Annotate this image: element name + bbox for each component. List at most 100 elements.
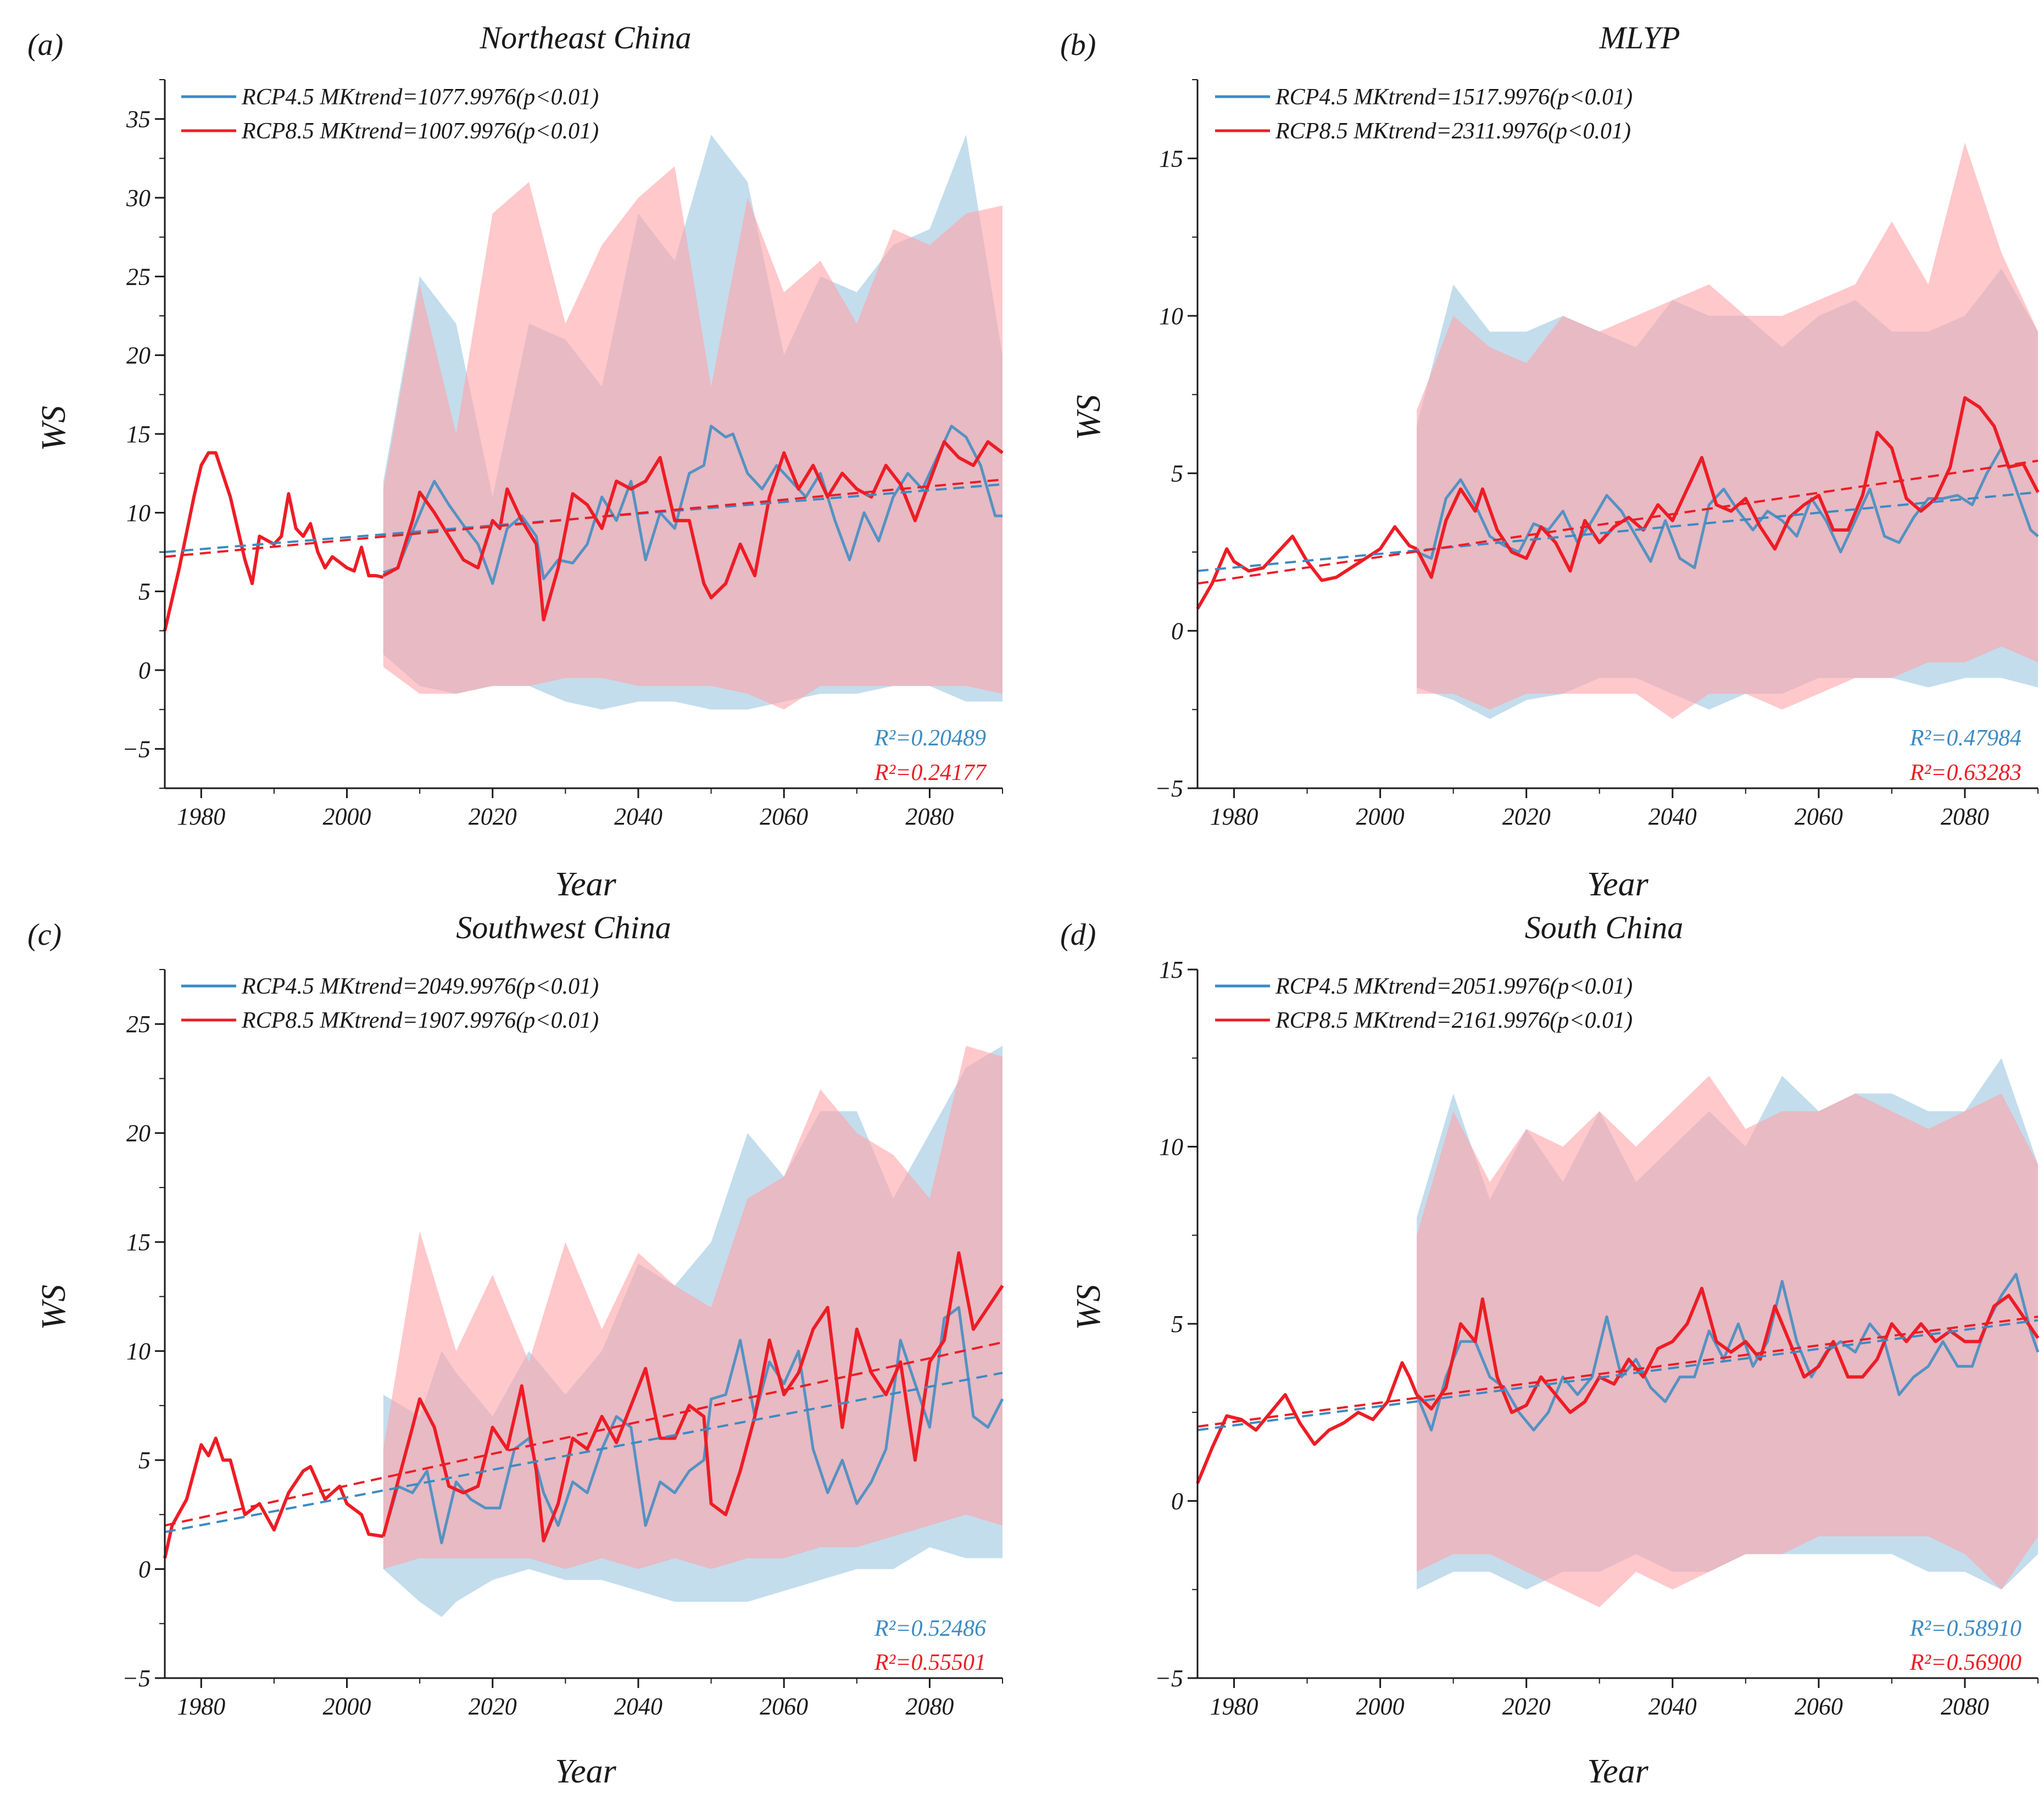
panel-b-ytick-label: −5 xyxy=(1155,775,1183,802)
panel-b-r2-rcp45: R²=0.47984 xyxy=(1909,726,2021,751)
panel-d-ticks: −5 0 5 10 15 1980 2000 2020 2040 2060 2080 xyxy=(1155,956,2039,1720)
panel-b-legend-rcp85: RCP8.5 MKtrend=2311.9976(p<0.01) xyxy=(1275,119,1631,144)
panel-a-ytick-label: 30 xyxy=(126,185,151,211)
panel-a-ytick-label: 35 xyxy=(126,106,151,133)
panel-c-legend-rcp45: RCP4.5 MKtrend=2049.9976(p<0.01) xyxy=(241,974,599,999)
panel-c-xtick-label: 2060 xyxy=(760,1693,808,1720)
panel-d-title: South China xyxy=(1525,910,1683,945)
panel-b-xtick-label: 2080 xyxy=(1941,803,1989,830)
panel-a-line-rcp85 xyxy=(382,440,1004,622)
panel-b-ylabel: WS xyxy=(1070,395,1107,441)
panel-a-legend-rcp45: RCP4.5 MKtrend=1077.9976(p<0.01) xyxy=(241,85,599,110)
panel-a-ylabel: WS xyxy=(35,406,73,452)
panel-a-xlabel: Year xyxy=(555,866,616,903)
panel-b-ytick-label: 10 xyxy=(1159,303,1183,330)
panel-c-band-rcp85 xyxy=(383,1045,1002,1569)
panel-a-ticks: −5 0 5 10 15 20 25 30 35 1980 2000 2020 2040 2060 2080 xyxy=(122,79,1003,830)
panel-c: (c) Southwest China −5 0 5 10 15 20 25 1980 2000… xyxy=(27,910,1004,1790)
panel-c-ticks: −5 0 5 10 15 20 25 1980 2000 2020 2040 2060 2080 xyxy=(122,969,1003,1720)
panel-a-legend-rcp85: RCP8.5 MKtrend=1007.9976(p<0.01) xyxy=(241,119,599,144)
panel-b-xlabel: Year xyxy=(1587,866,1648,903)
panel-c-ytick-label: 25 xyxy=(126,1011,151,1038)
panel-c-ytick-label: −5 xyxy=(122,1665,151,1692)
panel-b-ytick-label: 15 xyxy=(1159,145,1183,172)
panel-d-xtick-label: 2060 xyxy=(1795,1693,1843,1720)
panel-d-xlabel: Year xyxy=(1587,1753,1648,1790)
panel-d-r2-rcp85: R²=0.56900 xyxy=(1909,1650,2021,1675)
panel-a: (a) Northeast China −5 0 5 10 15 20 25 30 35 1980… xyxy=(27,20,1004,903)
panel-b-line-rcp45 xyxy=(1416,447,2039,570)
panel-a-xtick-label: 2000 xyxy=(323,803,371,830)
panel-b-legend-rcp45: RCP4.5 MKtrend=1517.9976(p<0.01) xyxy=(1275,85,1633,110)
panel-d-ytick-label: −5 xyxy=(1155,1665,1183,1692)
panel-d-line-rcp85 xyxy=(1416,1286,2040,1414)
panel-a-r2-rcp85: R²=0.24177 xyxy=(874,760,987,785)
panel-b-title: MLYP xyxy=(1599,20,1680,55)
panel-c-historical-line xyxy=(163,1436,384,1559)
panel-c-legend-rcp85: RCP8.5 MKtrend=1907.9976(p<0.01) xyxy=(241,1008,599,1033)
panel-d-ytick-label: 15 xyxy=(1159,956,1183,983)
panel-b-xtick-label: 1980 xyxy=(1210,803,1258,830)
panel-a-ytick-label: −5 xyxy=(122,736,151,762)
panel-b-plot xyxy=(1196,142,2040,719)
panel-b-xtick-label: 2020 xyxy=(1502,803,1551,830)
panel-c-xtick-label: 2040 xyxy=(614,1693,662,1720)
panel-d-plot xyxy=(1196,1058,2040,1607)
panel-c-plot xyxy=(163,1045,1004,1617)
panel-a-xtick-label: 2040 xyxy=(614,803,662,830)
panel-b-r2-rcp85: R²=0.63283 xyxy=(1909,760,2021,785)
panel-c-line-rcp45 xyxy=(382,1306,1004,1545)
panel-b-ytick-label: 5 xyxy=(1171,460,1183,487)
panel-d-ytick-label: 0 xyxy=(1171,1488,1183,1515)
panel-b-xtick-label: 2060 xyxy=(1795,803,1843,830)
panel-c-xtick-label: 2080 xyxy=(905,1693,954,1720)
panel-c-xlabel: Year xyxy=(555,1753,616,1790)
panel-a-ytick-label: 5 xyxy=(138,578,151,605)
panel-c-trend-rcp85 xyxy=(164,1341,1003,1527)
panel-d-xtick-label: 2080 xyxy=(1941,1693,1989,1720)
panel-c-ytick-label: 20 xyxy=(126,1120,151,1147)
panel-d-band-rcp85 xyxy=(1417,1076,2038,1607)
panel-c-ytick-label: 10 xyxy=(126,1338,151,1365)
panel-b-legend: RCP4.5 MKtrend=1517.9976(p<0.01) RCP8.5 … xyxy=(1215,85,1633,144)
panel-c-xtick-label: 2020 xyxy=(469,1693,517,1720)
panel-d-ytick-label: 10 xyxy=(1159,1134,1183,1161)
panel-d-xtick-label: 2020 xyxy=(1502,1693,1551,1720)
panel-b: (b) MLYP −5 0 5 10 15 1980 2000 2020 2040 2060 208… xyxy=(1060,20,2040,903)
panel-b-tag: (b) xyxy=(1060,28,1096,62)
panel-a-xtick-label: 2060 xyxy=(760,803,808,830)
panel-d-ylabel: WS xyxy=(1070,1285,1107,1330)
panel-c-ylabel: WS xyxy=(35,1285,73,1330)
panel-a-xtick-label: 1980 xyxy=(177,803,225,830)
panel-d-r2-rcp45: R²=0.58910 xyxy=(1909,1616,2021,1641)
panel-d: (d) South China −5 0 5 10 15 1980 2000 2020 2040… xyxy=(1060,910,2040,1790)
panel-c-tag: (c) xyxy=(27,918,62,952)
panel-d-historical-line xyxy=(1196,1361,1418,1484)
panel-d-ytick-label: 5 xyxy=(1171,1311,1183,1338)
panel-b-band-rcp85 xyxy=(1417,142,2038,719)
panel-d-xtick-label: 2000 xyxy=(1356,1693,1405,1720)
panel-a-xtick-label: 2020 xyxy=(469,803,517,830)
panel-a-title: Northeast China xyxy=(479,20,691,55)
panel-b-trend-rcp85 xyxy=(1197,459,2039,585)
panel-d-legend-rcp85: RCP8.5 MKtrend=2161.9976(p<0.01) xyxy=(1275,1008,1633,1033)
panel-c-xtick-label: 2000 xyxy=(323,1693,371,1720)
panel-c-legend: RCP4.5 MKtrend=2049.9976(p<0.01) RCP8.5 … xyxy=(181,974,599,1033)
panel-a-ytick-label: 25 xyxy=(126,263,151,290)
panel-a-historical-line xyxy=(163,451,384,631)
panel-c-r2-rcp85: R²=0.55501 xyxy=(874,1650,986,1675)
panel-b-ticks: −5 0 5 10 15 1980 2000 2020 2040 2060 2080 xyxy=(1155,79,2039,830)
panel-d-trend-rcp85 xyxy=(1197,1316,2039,1428)
panel-a-r2-rcp45: R²=0.20489 xyxy=(874,726,986,751)
panel-b-line-rcp85 xyxy=(1415,396,2040,579)
panel-d-legend-rcp45: RCP4.5 MKtrend=2051.9976(p<0.01) xyxy=(1275,974,1633,999)
panel-b-ytick-label: 0 xyxy=(1171,617,1183,644)
panel-d-xtick-label: 2040 xyxy=(1648,1693,1697,1720)
panel-c-line-rcp85 xyxy=(381,1251,1004,1542)
panel-a-ytick-label: 0 xyxy=(138,657,151,684)
panel-d-legend: RCP4.5 MKtrend=2051.9976(p<0.01) RCP8.5 … xyxy=(1215,974,1633,1033)
panel-a-ytick-label: 10 xyxy=(126,499,151,526)
panel-c-trend-rcp45 xyxy=(164,1372,1003,1534)
panel-c-r2-rcp45: R²=0.52486 xyxy=(874,1616,986,1641)
